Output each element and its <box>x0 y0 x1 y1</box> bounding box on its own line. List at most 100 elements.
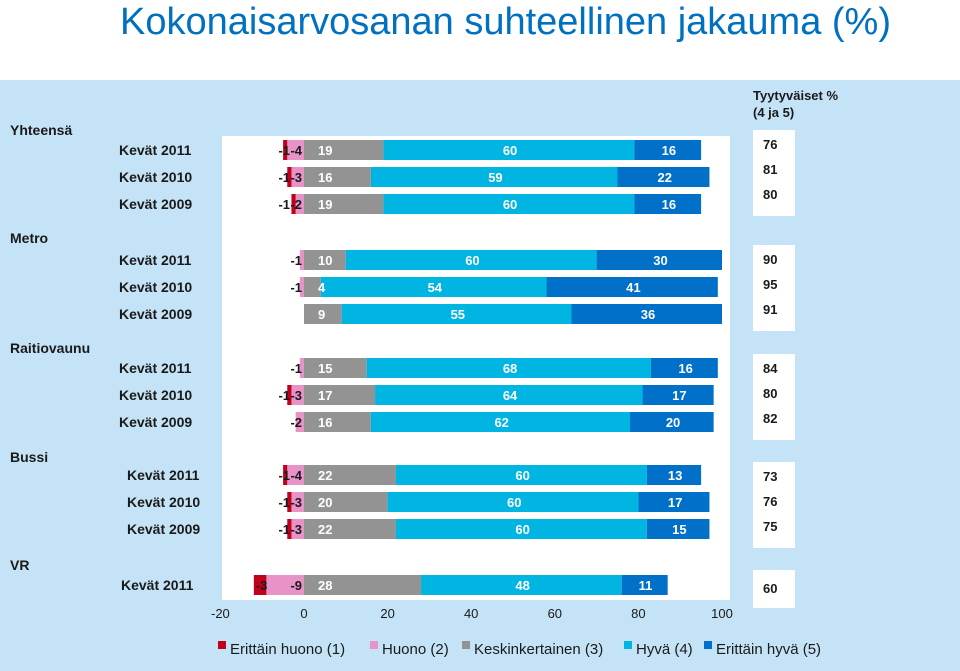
group-label-bussi: Bussi <box>10 449 48 465</box>
row-label: Kevät 2011 <box>119 360 192 376</box>
satisfied-value: 80 <box>763 187 777 202</box>
bar-good <box>421 575 622 595</box>
data-label-poor: -2 <box>290 197 302 212</box>
bar-very-good <box>642 385 714 405</box>
data-label-average: 20 <box>318 495 332 510</box>
bar-very-poor <box>253 575 267 595</box>
satisfied-header: Tyytyväiset % <box>753 88 838 103</box>
data-label-good: 54 <box>428 280 443 295</box>
data-label-very-good: 16 <box>678 361 692 376</box>
data-label-very-good: 30 <box>653 253 667 268</box>
group-label-vr: VR <box>10 557 29 573</box>
bar-average <box>304 194 384 214</box>
row-label: Kevät 2010 <box>127 494 200 510</box>
bar-poor <box>291 519 304 539</box>
data-label-average: 16 <box>318 415 332 430</box>
row-label: Kevät 2011 <box>119 142 192 158</box>
bar-average <box>304 575 422 595</box>
data-label-very-good: 22 <box>657 170 671 185</box>
satisfied-value: 73 <box>763 469 777 484</box>
data-label-poor: -3 <box>290 495 302 510</box>
satisfied-value: 82 <box>763 411 777 426</box>
data-label-very-poor: -1 <box>278 388 290 403</box>
bar-very-good <box>621 575 668 595</box>
bar-very-good <box>650 358 718 378</box>
legend-swatch-good <box>624 641 632 649</box>
satisfied-value: 76 <box>763 137 777 152</box>
row-label: Kevät 2011 <box>119 252 192 268</box>
satisfied-value: 95 <box>763 277 777 292</box>
bar-good <box>395 519 647 539</box>
row-label: Kevät 2010 <box>119 169 192 185</box>
bar-very-poor <box>287 519 292 539</box>
data-label-poor: -1 <box>290 361 302 376</box>
data-label-very-poor: -3 <box>256 578 268 593</box>
data-label-good: 55 <box>451 307 465 322</box>
data-label-good: 60 <box>465 253 479 268</box>
bar-very-poor <box>291 194 296 214</box>
bar-good <box>395 465 647 485</box>
satisfied-value: 81 <box>763 162 777 177</box>
x-tick-label: 20 <box>380 606 394 621</box>
satisfied-box <box>753 245 795 331</box>
data-label-poor: -1 <box>290 253 302 268</box>
group-label-yhteensä: Yhteensä <box>10 122 72 138</box>
row-label: Kevät 2009 <box>119 196 192 212</box>
data-label-good: 60 <box>515 522 529 537</box>
legend-swatch-average <box>462 641 470 649</box>
bar-very-good <box>638 492 710 512</box>
group-label-metro: Metro <box>10 230 48 246</box>
bar-good <box>383 194 635 214</box>
slide-title: Kokonaisarvosanan suhteellinen jakauma (… <box>120 1 892 43</box>
bar-average <box>304 465 396 485</box>
row-label: Kevät 2010 <box>119 279 192 295</box>
legend-swatch-very-good <box>704 641 712 649</box>
bar-very-poor <box>283 140 288 160</box>
data-label-very-good: 20 <box>666 415 680 430</box>
data-label-average: 22 <box>318 468 332 483</box>
bar-poor <box>291 167 304 187</box>
bar-average <box>304 492 388 512</box>
satisfied-box <box>753 354 795 440</box>
data-label-very-poor: -1 <box>278 495 290 510</box>
data-label-good: 68 <box>503 361 517 376</box>
bar-very-good <box>634 140 702 160</box>
bar-good <box>320 277 547 297</box>
data-label-poor: -3 <box>290 170 302 185</box>
bar-good <box>370 412 631 432</box>
data-label-very-poor: -1 <box>278 468 290 483</box>
row-label: Kevät 2009 <box>119 414 192 430</box>
bar-poor <box>299 250 304 270</box>
satisfied-box <box>753 462 795 548</box>
satisfied-header: (4 ja 5) <box>753 105 794 120</box>
data-label-good: 59 <box>488 170 502 185</box>
bar-average <box>304 167 371 187</box>
data-label-good: 62 <box>494 415 508 430</box>
bar-very-good <box>630 412 714 432</box>
data-label-good: 60 <box>515 468 529 483</box>
satisfied-value: 84 <box>763 361 778 376</box>
bar-good <box>366 358 651 378</box>
bar-good <box>345 250 597 270</box>
data-label-poor: -4 <box>290 468 302 483</box>
data-label-average: 15 <box>318 361 332 376</box>
data-label-very-poor: -1 <box>278 170 290 185</box>
bar-average <box>304 358 367 378</box>
data-label-good: 48 <box>515 578 529 593</box>
x-tick-label: 60 <box>548 606 562 621</box>
satisfied-value: 91 <box>763 302 777 317</box>
data-label-good: 64 <box>503 388 518 403</box>
bar-poor <box>266 575 304 595</box>
row-label: Kevät 2011 <box>127 467 200 483</box>
bar-very-good <box>546 277 718 297</box>
bar-poor <box>299 358 304 378</box>
bar-very-good <box>646 519 710 539</box>
bar-average <box>304 140 384 160</box>
bar-good <box>341 304 572 324</box>
satisfied-value: 76 <box>763 494 777 509</box>
bar-poor <box>287 465 304 485</box>
bar-average <box>304 304 342 324</box>
legend-swatch-very-poor <box>218 641 226 649</box>
legend-label-very-poor: Erittäin huono (1) <box>230 641 345 658</box>
